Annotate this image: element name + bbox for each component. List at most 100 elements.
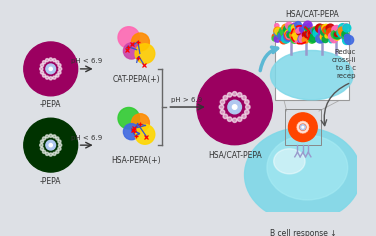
Circle shape (274, 36, 281, 42)
Circle shape (132, 33, 149, 51)
Circle shape (322, 24, 330, 33)
Circle shape (309, 34, 317, 42)
Circle shape (288, 113, 317, 142)
Circle shape (40, 59, 61, 79)
Circle shape (300, 131, 302, 133)
Circle shape (135, 125, 155, 144)
Circle shape (44, 63, 57, 75)
Circle shape (217, 89, 252, 125)
Circle shape (287, 31, 291, 35)
Circle shape (302, 126, 304, 128)
Circle shape (223, 95, 227, 100)
Circle shape (36, 131, 65, 160)
Circle shape (215, 87, 255, 127)
Circle shape (296, 120, 310, 134)
Circle shape (34, 52, 67, 85)
Circle shape (242, 114, 246, 119)
Circle shape (30, 48, 71, 90)
Circle shape (132, 114, 149, 132)
Circle shape (280, 30, 286, 36)
Circle shape (272, 34, 278, 39)
Circle shape (334, 34, 341, 40)
Circle shape (53, 59, 56, 62)
Circle shape (299, 123, 300, 125)
Circle shape (329, 38, 333, 43)
Circle shape (333, 30, 342, 39)
Circle shape (337, 30, 341, 35)
Circle shape (45, 135, 49, 138)
Circle shape (237, 93, 242, 97)
Circle shape (305, 26, 309, 31)
Circle shape (325, 29, 329, 33)
Circle shape (49, 153, 52, 156)
Circle shape (282, 34, 290, 43)
Circle shape (28, 122, 73, 168)
Circle shape (49, 134, 52, 137)
Circle shape (292, 23, 297, 28)
Circle shape (291, 36, 298, 43)
Circle shape (53, 152, 56, 156)
Circle shape (200, 72, 270, 142)
Circle shape (338, 31, 342, 35)
Circle shape (293, 32, 299, 37)
Circle shape (307, 23, 311, 27)
Circle shape (300, 125, 305, 130)
Circle shape (230, 102, 240, 112)
Circle shape (220, 100, 225, 104)
Circle shape (135, 44, 155, 63)
Circle shape (205, 77, 265, 137)
Circle shape (297, 124, 299, 126)
Circle shape (207, 79, 262, 135)
Text: pH < 6.9: pH < 6.9 (71, 58, 102, 64)
Circle shape (293, 118, 312, 137)
Circle shape (326, 24, 335, 33)
Circle shape (306, 123, 307, 125)
Circle shape (34, 129, 67, 162)
Circle shape (341, 33, 349, 40)
Circle shape (326, 28, 335, 37)
Circle shape (284, 33, 293, 41)
Circle shape (338, 27, 345, 34)
Circle shape (328, 28, 332, 32)
Circle shape (329, 33, 336, 40)
Circle shape (46, 140, 56, 150)
Circle shape (274, 29, 282, 36)
Circle shape (306, 130, 307, 132)
Circle shape (307, 128, 308, 130)
Circle shape (56, 61, 59, 64)
Circle shape (49, 143, 53, 147)
Text: pH < 6.9: pH < 6.9 (71, 135, 102, 141)
Circle shape (284, 32, 289, 38)
Text: B cell response ↓: B cell response ↓ (270, 229, 336, 236)
Circle shape (232, 105, 237, 110)
Circle shape (311, 27, 317, 33)
Circle shape (300, 25, 307, 33)
Circle shape (302, 24, 308, 30)
Circle shape (220, 110, 225, 114)
Circle shape (279, 29, 285, 35)
Circle shape (40, 147, 44, 150)
Circle shape (32, 50, 69, 88)
Bar (285, 109, 321, 145)
Circle shape (291, 115, 315, 139)
Circle shape (279, 28, 286, 34)
Circle shape (296, 29, 300, 33)
Circle shape (30, 124, 71, 166)
Circle shape (317, 25, 323, 31)
Circle shape (42, 150, 45, 153)
Circle shape (59, 67, 62, 71)
Circle shape (49, 67, 53, 71)
Circle shape (275, 28, 282, 35)
Circle shape (278, 32, 286, 41)
Circle shape (42, 61, 59, 77)
Circle shape (49, 58, 52, 61)
Circle shape (49, 67, 52, 71)
Circle shape (311, 28, 317, 34)
Circle shape (237, 117, 242, 122)
Circle shape (304, 31, 311, 38)
Circle shape (58, 64, 61, 67)
Circle shape (292, 33, 299, 40)
Circle shape (343, 37, 350, 44)
Circle shape (277, 33, 282, 38)
Circle shape (344, 34, 350, 40)
